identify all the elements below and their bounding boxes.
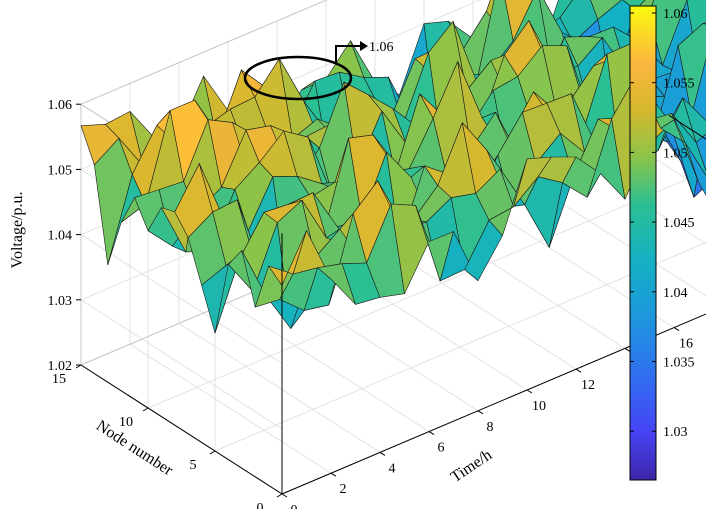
z-tick-label: 1.05 (48, 163, 73, 178)
colorbar-ticks: 1.03 1.035 1.04 1.045 1.05 1.055 1.06 (630, 7, 695, 440)
x-tick-mark (428, 431, 435, 436)
annotation-text: 1.06 (369, 40, 394, 55)
y-tick-mark (142, 407, 149, 412)
surface-patch (622, 0, 646, 11)
z-tick-label: 1.03 (48, 294, 73, 309)
floor-grid-line (570, 156, 706, 245)
x-tick-label: 12 (581, 378, 595, 393)
y-axis-label: Node number (93, 417, 176, 479)
x-tick-mark (526, 389, 533, 394)
voltage-surface (80, 0, 706, 334)
x-tick-label: 4 (389, 461, 396, 476)
floor-grid-line (214, 242, 706, 452)
x-tick-mark (673, 327, 680, 332)
floor-grid-line (178, 322, 381, 453)
colorbar-tick-label: 1.03 (663, 425, 688, 440)
annotation-leader (335, 45, 360, 64)
annotation-arrowhead (360, 41, 368, 51)
x-tick-label: 10 (532, 399, 546, 414)
colorbar-tick-label: 1.06 (663, 7, 688, 22)
x-axis-label: Time/h (448, 446, 495, 486)
x-tick-mark (330, 472, 337, 477)
colorbar-tick-label: 1.045 (663, 216, 695, 231)
max-annotation: 1.06 (243, 40, 394, 101)
box-edge (80, 0, 328, 105)
colorbar-tick-label: 1.05 (663, 146, 688, 161)
x-tick-label: 0 (291, 503, 298, 509)
colorbar: 1.03 1.035 1.04 1.045 1.05 1.055 1.06 (629, 5, 695, 481)
colorbar-tick-label: 1.04 (663, 286, 688, 301)
y-tick-mark (209, 450, 216, 455)
z-axis-label: Voltage/p.u. (9, 191, 26, 268)
x-tick-label: 16 (679, 337, 693, 352)
annotation-ellipse (243, 55, 353, 101)
x-tick-label: 2 (340, 482, 347, 497)
y-tick-mark (276, 493, 283, 498)
surface-patch (702, 22, 706, 25)
surface-patch (684, 142, 706, 196)
y-tick-label: 5 (190, 458, 197, 473)
y-tick-label: 0 (257, 501, 264, 509)
surface-patch (682, 97, 706, 143)
x-tick-mark (379, 451, 386, 456)
x-tick-mark (624, 347, 631, 352)
x-tick-mark (477, 410, 484, 415)
colorbar-tick-label: 1.055 (663, 77, 695, 92)
x-tick-mark (575, 368, 582, 373)
x-tick-label: 6 (438, 441, 445, 456)
colorbar-tick-label: 1.035 (663, 356, 695, 371)
colorbar-gradient (629, 5, 657, 481)
x-tick-mark (281, 493, 288, 498)
side-wall-grid-line (80, 299, 283, 430)
y-tick-label: 15 (52, 372, 66, 387)
z-tick-label: 1.04 (48, 229, 73, 244)
side-wall-grid-line (80, 234, 283, 365)
z-tick-label: 1.02 (48, 359, 73, 374)
x-tick-label: 8 (487, 420, 494, 435)
surface-patch (695, 133, 706, 172)
axis-line (80, 364, 283, 495)
floor-grid-line (227, 302, 430, 433)
axis-ticks: 0246810121416182022240510151.021.031.041… (48, 98, 694, 509)
z-tick-label: 1.06 (48, 98, 73, 113)
floor-grid-line (129, 343, 332, 474)
axis-line (668, 114, 706, 140)
y-tick-label: 10 (119, 415, 133, 430)
